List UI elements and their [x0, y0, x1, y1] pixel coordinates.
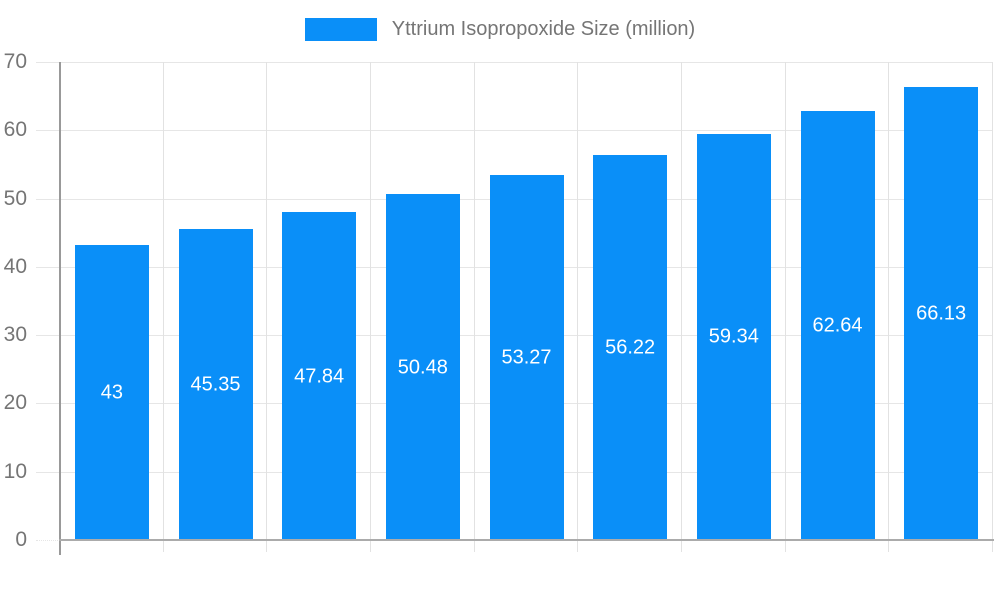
bar[interactable]: [696, 133, 771, 539]
y-axis-tick-label: 30: [3, 323, 27, 347]
y-axis-tick-label: 70: [3, 50, 27, 73]
legend-label: Yttrium Isopropoxide Size (million): [391, 18, 696, 40]
y-axis-tick-label: 10: [3, 459, 27, 483]
bar-value-label: 43: [100, 381, 123, 404]
bar-value-label: 62.64: [812, 314, 863, 337]
gridline-vertical: [888, 62, 890, 552]
bar[interactable]: [385, 194, 460, 539]
y-axis-tick: [36, 335, 60, 337]
bar[interactable]: [282, 212, 357, 539]
bar-value-label: 59.34: [708, 325, 759, 348]
bar-value-label: 50.48: [397, 356, 448, 379]
bar[interactable]: [74, 245, 149, 539]
y-axis-tick: [36, 540, 60, 541]
bar[interactable]: [489, 175, 564, 539]
y-axis-tick: [36, 130, 60, 132]
y-axis-tick-label: 0: [15, 528, 27, 551]
plot-area: 01020304050607043202545.35202647.8420275…: [4, 50, 994, 555]
gridline-vertical: [370, 62, 371, 552]
y-axis-tick: [36, 266, 60, 268]
gridline-vertical: [681, 62, 682, 552]
bar-value-label: 45.35: [190, 373, 241, 396]
y-axis-tick: [36, 62, 60, 63]
gridline-horizontal: [60, 130, 993, 132]
gridline-vertical: [992, 62, 993, 552]
legend[interactable]: Yttrium Isopropoxide Size (million): [0, 18, 1000, 41]
bar[interactable]: [904, 87, 979, 539]
y-axis-tick: [36, 198, 60, 200]
bar[interactable]: [800, 111, 875, 539]
y-axis-tick-label: 50: [3, 186, 27, 210]
bar[interactable]: [178, 229, 253, 539]
gridline-vertical: [784, 62, 786, 552]
y-axis-tick-label: 60: [3, 118, 27, 142]
bar-value-label: 53.27: [501, 346, 552, 369]
x-axis-line: [59, 539, 994, 541]
y-axis-tick-label: 20: [3, 391, 27, 415]
y-axis-line: [59, 62, 61, 555]
bar-value-label: 56.22: [605, 336, 656, 359]
gridline-horizontal: [60, 62, 993, 63]
legend-swatch: [304, 18, 377, 41]
y-axis-tick-label: 40: [3, 254, 27, 278]
gridline-vertical: [162, 62, 164, 552]
y-axis-tick: [36, 471, 60, 473]
bar[interactable]: [593, 155, 668, 539]
bar-value-label: 47.84: [294, 365, 345, 388]
gridline-vertical: [473, 62, 475, 552]
gridline-vertical: [577, 62, 579, 552]
y-axis-tick: [36, 403, 60, 405]
bar-value-label: 66.13: [916, 302, 967, 325]
gridline-vertical: [266, 62, 268, 552]
